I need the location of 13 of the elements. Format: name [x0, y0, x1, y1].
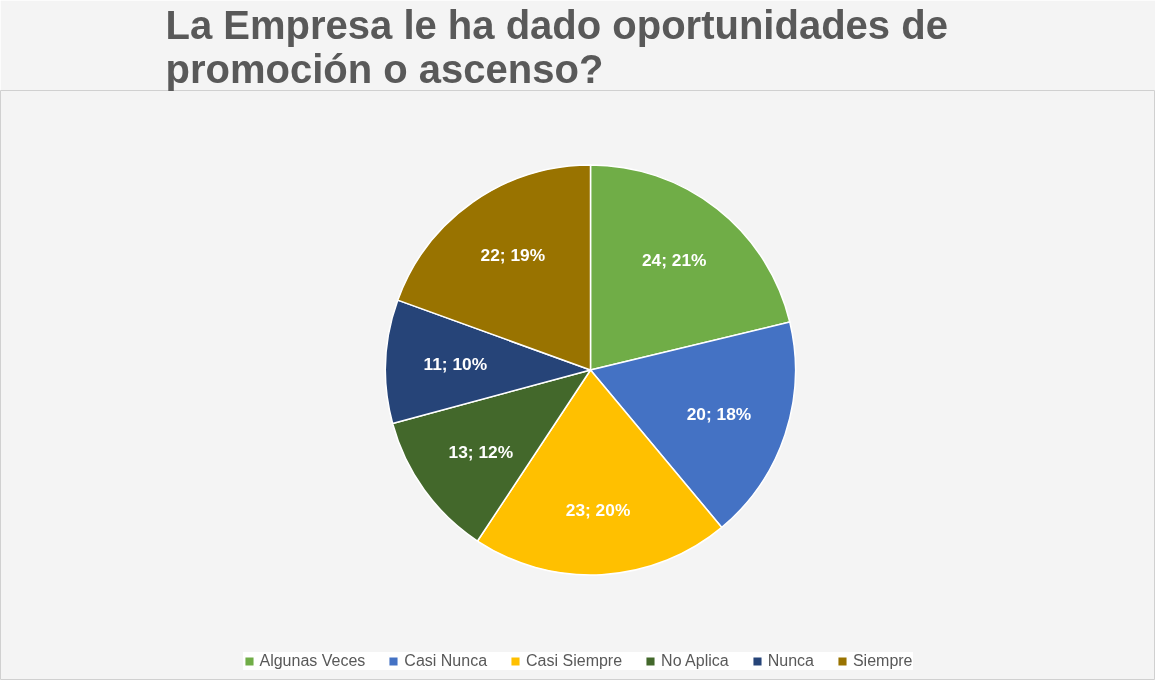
data-label: 20; 18% [686, 403, 752, 424]
legend-label: Nunca [767, 652, 814, 670]
data-label: 24; 21% [641, 249, 707, 270]
legend-label: Casi Nunca [404, 652, 488, 670]
legend-label: Siempre [852, 652, 913, 670]
data-label: 11; 10% [423, 354, 488, 375]
data-label: 23; 20% [565, 499, 631, 520]
legend-label: No Aplica [661, 652, 729, 670]
legend-label: Casi Siempre [526, 652, 623, 670]
chart-title: La Empresa le ha dado oportunidades de promoción o ascenso? [165, 2, 948, 91]
data-label: 13; 12% [448, 441, 514, 462]
data-label: 22; 19% [480, 245, 546, 266]
legend-label: Algunas Veces [259, 652, 366, 670]
